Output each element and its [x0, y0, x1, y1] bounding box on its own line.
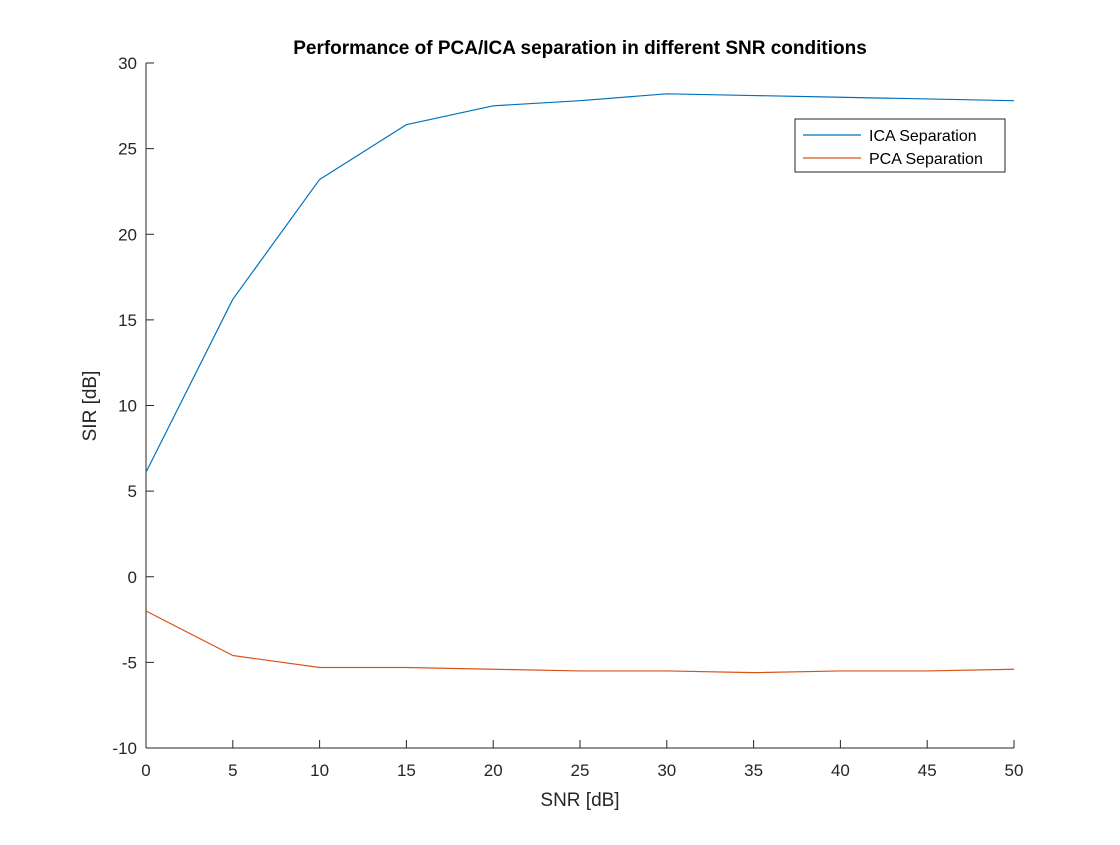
- ica-separation-line: [145, 93, 1015, 473]
- x-axis-label: SNR [dB]: [540, 790, 619, 811]
- y-tick-label: 30: [118, 54, 137, 73]
- x-tick-label: 0: [141, 761, 150, 780]
- y-tick-label: 0: [128, 568, 137, 587]
- series-lines: [145, 93, 1015, 674]
- axes: 0 5 10 15 20 25 30 35 40 45 50 -10 -5 0 5 10 15 20 25 30: [112, 54, 1023, 780]
- chart-title: Performance of PCA/ICA separation in dif…: [293, 38, 867, 59]
- y-tick-label: 25: [118, 140, 137, 159]
- y-tick-label: 5: [128, 482, 137, 501]
- x-tick-label: 25: [571, 761, 590, 780]
- pca-separation-legend-label: PCA Separation: [869, 151, 983, 168]
- pca-separation-line: [145, 610, 1015, 674]
- x-tick-label: 10: [310, 761, 329, 780]
- y-tick-label: -10: [112, 739, 137, 758]
- x-tick-label: 5: [228, 761, 237, 780]
- y-tick-label: 10: [118, 397, 137, 416]
- y-tick-label: 20: [118, 225, 137, 244]
- legend: ICA Separation PCA Separation: [794, 118, 1006, 173]
- x-tick-label: 40: [831, 761, 850, 780]
- x-tick-label: 45: [918, 761, 937, 780]
- legend-box: [794, 118, 1006, 173]
- x-tick-label: 15: [397, 761, 416, 780]
- y-tick-label: 15: [118, 311, 137, 330]
- y-tick-label: -5: [122, 653, 137, 672]
- ica-separation-legend-label: ICA Separation: [869, 128, 977, 145]
- x-tick-label: 50: [1005, 761, 1024, 780]
- x-tick-label: 35: [744, 761, 763, 780]
- y-axis-label: SIR [dB]: [80, 371, 101, 442]
- x-tick-label: 30: [657, 761, 676, 780]
- x-tick-label: 20: [484, 761, 503, 780]
